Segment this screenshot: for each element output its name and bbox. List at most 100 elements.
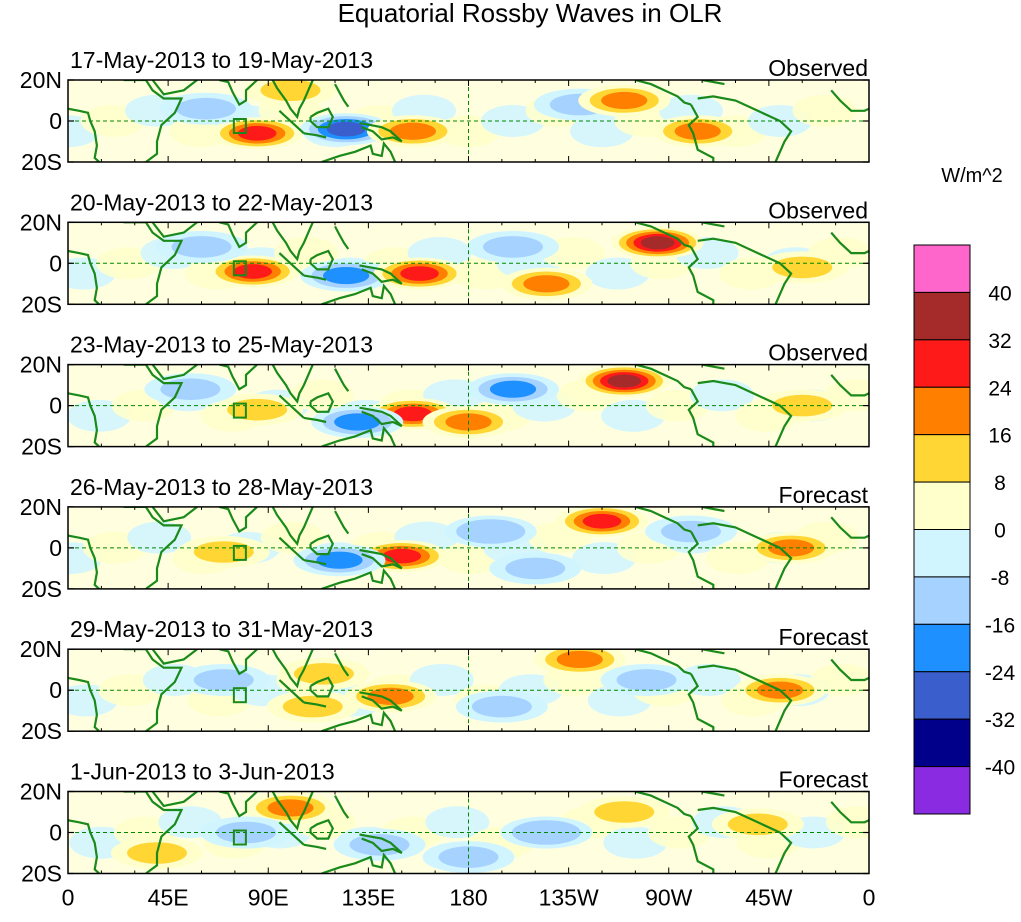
background-wave-cell xyxy=(274,237,339,270)
y-tick-label: 20N xyxy=(20,352,62,378)
coastline xyxy=(151,80,198,96)
x-tick-label: 90E xyxy=(248,885,289,911)
coastline xyxy=(271,80,314,120)
coastline xyxy=(278,109,305,135)
x-tick-label: 0 xyxy=(62,885,75,911)
coastlines xyxy=(68,80,869,162)
anomaly-cell xyxy=(400,266,439,281)
reference-box xyxy=(232,687,247,704)
anomaly-cell xyxy=(160,378,221,401)
anomaly-cell xyxy=(582,513,622,529)
anomaly-cell xyxy=(471,695,532,718)
panel-status-label: Observed xyxy=(768,197,868,223)
colorbar-swatch xyxy=(913,718,971,768)
colorbar-swatch xyxy=(913,671,971,720)
y-tick-label: 20S xyxy=(21,861,62,887)
x-tick-label: 90W xyxy=(645,885,693,911)
x-tick-label: 45E xyxy=(148,885,189,911)
coastlines xyxy=(68,791,869,874)
panel-3: 20N 0 20S 23-May-2013 to 25-May-2013 Observe… xyxy=(20,332,870,460)
coastline xyxy=(321,567,397,589)
y-tick-label: 0 xyxy=(49,820,62,846)
coastline xyxy=(219,791,258,818)
colorbar-swatch xyxy=(913,576,971,625)
anomaly-cell xyxy=(389,122,437,140)
coastline xyxy=(271,791,314,831)
y-tick-label: 20N xyxy=(20,636,62,662)
colorbar-label: -24 xyxy=(985,662,1016,685)
panel-status-label: Observed xyxy=(768,340,868,366)
panels-group: 20N 0 20S 17-May-2013 to 19-May-2013 Observe… xyxy=(20,47,870,887)
coastline xyxy=(687,246,715,305)
anomaly-cell xyxy=(483,236,543,258)
anomaly-cell xyxy=(674,122,721,140)
reference-box xyxy=(232,402,247,419)
colorbar-label: 0 xyxy=(994,520,1006,543)
colorbar-label: 32 xyxy=(988,330,1011,353)
reference-box xyxy=(232,544,247,561)
coastline xyxy=(334,225,350,250)
colorbar-swatch xyxy=(913,386,971,436)
coastline xyxy=(151,222,198,238)
coastline xyxy=(271,649,314,689)
anomaly-cell xyxy=(233,264,273,279)
colorbar-label: 24 xyxy=(988,377,1012,400)
coastline xyxy=(687,673,715,732)
panel-status-label: Forecast xyxy=(779,624,869,650)
colorbar-swatch xyxy=(913,339,971,388)
coastline xyxy=(687,388,715,447)
x-axis-ticks: 0 45E 90E 135E 180 135W 90W 45W 0 xyxy=(62,885,876,911)
coastline xyxy=(830,516,869,539)
anomaly-field xyxy=(69,791,869,874)
colorbar-swatch xyxy=(913,244,971,293)
coastline xyxy=(830,89,869,112)
coastline xyxy=(334,83,350,108)
coastline xyxy=(830,231,869,255)
coastline xyxy=(123,80,184,162)
coastline xyxy=(219,80,258,107)
background-wave-cell xyxy=(127,521,192,554)
y-tick-label: 0 xyxy=(49,677,62,703)
anomaly-cell xyxy=(640,236,675,250)
coastline xyxy=(271,506,314,547)
anomaly-field xyxy=(68,80,857,150)
coastline xyxy=(68,107,100,162)
coastline xyxy=(635,649,692,675)
colorbar-swatch xyxy=(913,434,971,483)
coastline xyxy=(321,425,397,447)
panel-date-range: 17-May-2013 to 19-May-2013 xyxy=(70,47,373,73)
coastline xyxy=(635,364,692,391)
panel-status-label: Forecast xyxy=(779,482,869,508)
x-tick-label: 180 xyxy=(449,885,487,911)
coastline xyxy=(271,364,314,404)
anomaly-cell xyxy=(316,551,363,569)
anomaly-cell xyxy=(505,557,566,580)
y-tick-label: 20S xyxy=(21,718,62,744)
coastline xyxy=(697,379,793,447)
coastline xyxy=(309,676,335,698)
coastline xyxy=(123,222,184,305)
coastline xyxy=(68,249,100,305)
anomaly-cell xyxy=(393,406,433,422)
coastline xyxy=(687,530,715,589)
coastlines xyxy=(68,649,869,732)
anomaly-cell xyxy=(616,669,677,691)
coastline xyxy=(359,548,403,570)
anomaly-cell xyxy=(467,522,514,541)
reference-box xyxy=(232,118,247,134)
coastline xyxy=(219,506,258,534)
coastline xyxy=(303,274,327,281)
background-wave-cell xyxy=(425,806,490,839)
coastline xyxy=(334,510,350,535)
panel-status-label: Forecast xyxy=(779,767,869,793)
chart-title: Equatorial Rossby Waves in OLR xyxy=(338,0,723,28)
anomaly-cell xyxy=(601,91,648,110)
coastline xyxy=(697,95,793,162)
anomaly-cell xyxy=(175,97,236,120)
panel-date-range: 29-May-2013 to 31-May-2013 xyxy=(70,616,373,642)
y-tick-label: 20S xyxy=(21,149,62,175)
coastline xyxy=(151,791,198,808)
coastline xyxy=(68,676,100,732)
x-tick-label: 135E xyxy=(342,885,396,911)
colorbar-label: -8 xyxy=(991,567,1010,590)
